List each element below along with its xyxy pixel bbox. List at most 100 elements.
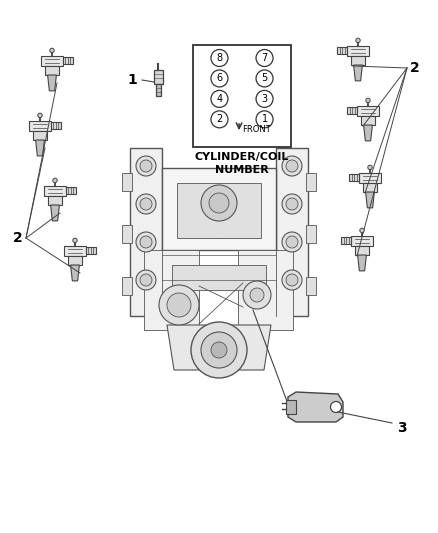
Polygon shape (71, 265, 79, 281)
Text: 2: 2 (13, 231, 23, 245)
Polygon shape (366, 192, 374, 208)
Circle shape (53, 178, 57, 183)
Bar (130, 148, 162, 316)
Bar (355, 246, 369, 255)
Bar (122, 173, 132, 191)
Bar (45, 66, 59, 75)
Circle shape (201, 332, 237, 368)
Circle shape (250, 288, 264, 302)
Bar (64, 246, 85, 256)
Bar (349, 174, 360, 181)
Circle shape (167, 293, 191, 317)
Bar (68, 256, 82, 265)
Bar (66, 188, 76, 195)
Circle shape (282, 232, 302, 252)
Circle shape (256, 50, 273, 67)
Polygon shape (167, 325, 271, 370)
Text: 1: 1 (261, 115, 268, 124)
Bar (351, 236, 373, 246)
Text: 7: 7 (261, 53, 268, 63)
Text: 6: 6 (216, 74, 223, 84)
Polygon shape (286, 400, 296, 414)
Circle shape (209, 193, 229, 213)
Bar (44, 185, 66, 196)
Polygon shape (51, 205, 60, 221)
Polygon shape (35, 140, 44, 156)
Circle shape (286, 274, 298, 286)
Circle shape (256, 111, 273, 128)
Polygon shape (357, 255, 367, 271)
Circle shape (282, 194, 302, 214)
Bar (63, 58, 73, 64)
Circle shape (211, 111, 228, 128)
Polygon shape (48, 75, 57, 91)
Bar (351, 56, 365, 65)
Bar (122, 277, 132, 295)
Text: 8: 8 (216, 53, 223, 63)
Circle shape (286, 236, 298, 248)
Circle shape (136, 156, 156, 176)
Bar (361, 116, 375, 125)
Circle shape (243, 281, 271, 309)
Text: 3: 3 (261, 94, 268, 104)
Circle shape (211, 91, 228, 107)
Circle shape (136, 270, 156, 290)
Circle shape (140, 198, 152, 210)
Bar (50, 123, 61, 130)
Polygon shape (364, 125, 372, 141)
Circle shape (191, 322, 247, 378)
Bar (276, 148, 308, 316)
Bar (48, 196, 62, 205)
Text: 2: 2 (216, 115, 223, 124)
Bar (306, 173, 316, 191)
Bar (360, 173, 381, 183)
Circle shape (360, 228, 364, 232)
Bar (357, 106, 378, 116)
Circle shape (50, 48, 54, 53)
Bar (306, 277, 316, 295)
Circle shape (73, 238, 77, 243)
Bar (347, 108, 357, 115)
Text: 5: 5 (261, 74, 268, 84)
Polygon shape (353, 65, 362, 81)
Circle shape (282, 156, 302, 176)
Bar (162, 168, 276, 250)
Circle shape (136, 232, 156, 252)
Bar (238, 250, 293, 330)
Bar (341, 237, 351, 245)
Circle shape (286, 160, 298, 172)
Bar (33, 131, 47, 140)
Circle shape (256, 70, 273, 87)
Circle shape (38, 113, 42, 118)
Circle shape (211, 342, 227, 358)
Circle shape (256, 91, 273, 107)
Bar (363, 183, 377, 192)
Bar (177, 183, 261, 238)
Bar (29, 120, 50, 131)
Polygon shape (288, 392, 343, 422)
Bar (85, 247, 96, 254)
Circle shape (140, 160, 152, 172)
Bar (144, 250, 199, 330)
Circle shape (201, 185, 237, 221)
Bar (337, 47, 347, 54)
Bar (306, 225, 316, 243)
Text: FRONT: FRONT (242, 125, 271, 133)
Circle shape (211, 70, 228, 87)
Circle shape (282, 270, 302, 290)
Text: 2: 2 (410, 61, 420, 75)
Bar (155, 84, 160, 96)
Text: NUMBER: NUMBER (215, 165, 269, 175)
Circle shape (159, 285, 199, 325)
Circle shape (140, 236, 152, 248)
Bar (172, 265, 266, 290)
Circle shape (331, 401, 342, 413)
Bar (122, 225, 132, 243)
Bar (42, 55, 63, 66)
Circle shape (368, 165, 372, 169)
Circle shape (140, 274, 152, 286)
Text: 3: 3 (397, 421, 407, 435)
Circle shape (136, 194, 156, 214)
Circle shape (211, 50, 228, 67)
Bar (153, 70, 162, 84)
